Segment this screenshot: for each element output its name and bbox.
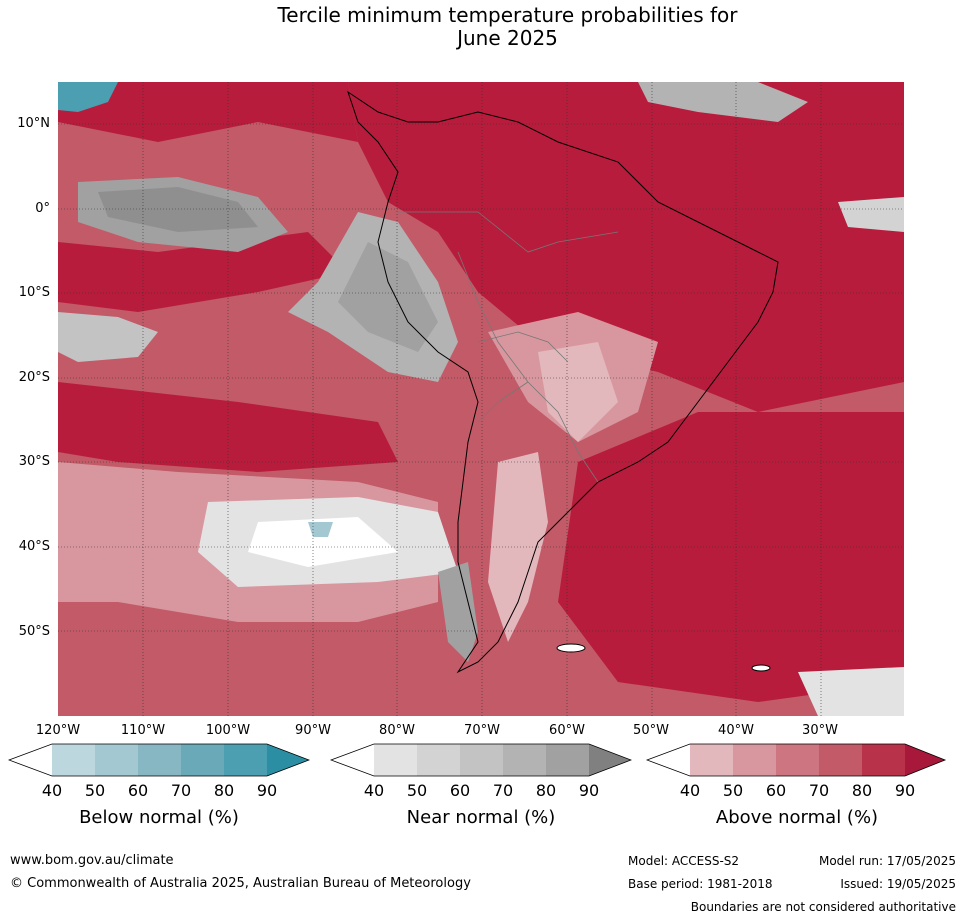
legend-above-tick-60: 60 xyxy=(765,781,787,800)
legend-above-swatch-3 xyxy=(776,744,819,776)
legend-near-swatch-3 xyxy=(460,744,503,776)
legend-above-outline xyxy=(646,743,947,777)
legend-near-tick-40: 40 xyxy=(363,781,385,800)
near-normal-southeast xyxy=(798,667,904,716)
below-normal-south-pacific xyxy=(308,522,333,537)
legend-near-swatch-2 xyxy=(417,744,460,776)
legend-near-swatch-0 xyxy=(331,744,374,776)
legend-near-swatch-6 xyxy=(589,744,631,776)
lon-label-100w: 100°W xyxy=(205,723,251,738)
footer-website: www.bom.gov.au/climate xyxy=(10,853,174,868)
lat-label-30s: 30°S xyxy=(18,454,50,469)
legend-below-outline xyxy=(8,743,310,777)
lat-label-10n: 10°N xyxy=(17,116,50,131)
probability-map xyxy=(58,82,904,716)
legend-below-colorbar xyxy=(8,743,310,777)
near-normal-atlantic xyxy=(838,197,904,232)
legend-near-swatch-1 xyxy=(374,744,417,776)
lon-label-110w: 110°W xyxy=(120,723,166,738)
footer-base-period: Base period: 1981-2018 xyxy=(628,877,773,891)
legend-above-tick-90: 90 xyxy=(894,781,916,800)
near-normal-caribbean xyxy=(638,82,808,122)
legend-near-swatch-5 xyxy=(546,744,589,776)
south-georgia xyxy=(751,664,771,672)
country-borders xyxy=(398,211,619,483)
legend-near-outline xyxy=(330,743,632,777)
falkland-islands xyxy=(556,643,586,653)
legend-above-colorbar xyxy=(646,743,947,777)
lon-label-90w: 90°W xyxy=(295,723,331,738)
legend-above-swatch-5 xyxy=(862,744,905,776)
legend-below-swatch-6 xyxy=(267,744,309,776)
lat-label-0: 0° xyxy=(35,201,50,216)
legend-near-title: Near normal (%) xyxy=(406,807,556,828)
lon-label-60w: 60°W xyxy=(549,723,585,738)
footer-issued: Issued: 19/05/2025 xyxy=(840,877,956,891)
footer-disclaimer: Boundaries are not considered authoritat… xyxy=(690,900,956,914)
neutral-south-pacific xyxy=(248,517,398,567)
legend-below-swatch-0 xyxy=(9,744,52,776)
legend-below-tick-40: 40 xyxy=(41,781,63,800)
legend-above-tick-40: 40 xyxy=(679,781,701,800)
lat-label-20s: 20°S xyxy=(18,370,50,385)
legend-above-tick-80: 80 xyxy=(851,781,873,800)
legend-below-tick-60: 60 xyxy=(127,781,149,800)
lat-label-10s: 10°S xyxy=(18,285,50,300)
legend-below-title: Below normal (%) xyxy=(79,807,239,828)
legend-near-tick-60: 60 xyxy=(449,781,471,800)
legend-above-swatch-4 xyxy=(819,744,862,776)
above-normal-90-west xyxy=(58,232,348,312)
near-normal-equatorial-core xyxy=(98,187,258,232)
legend-near-tick-90: 90 xyxy=(578,781,600,800)
near-normal-southern-chile xyxy=(438,562,478,662)
footer-copyright: © Commonwealth of Australia 2025, Austra… xyxy=(10,876,471,891)
near-normal-peru-core xyxy=(338,242,438,352)
legend-near-tick-50: 50 xyxy=(406,781,428,800)
legend-below-tick-80: 80 xyxy=(213,781,235,800)
legend-below-tick-50: 50 xyxy=(84,781,106,800)
lon-label-50w: 50°W xyxy=(633,723,669,738)
map-title: Tercile minimum temperature probabilitie… xyxy=(0,4,965,50)
legend-near-swatch-4 xyxy=(503,744,546,776)
legend-near-colorbar xyxy=(330,743,632,777)
legend-above-swatch-0 xyxy=(647,744,690,776)
map-canvas xyxy=(58,82,904,716)
title-line-1: Tercile minimum temperature probabilitie… xyxy=(277,3,738,27)
legend-below-tick-70: 70 xyxy=(170,781,192,800)
title-line-2: June 2025 xyxy=(457,26,558,50)
above-normal-90-southatlantic xyxy=(558,412,904,702)
below-normal-patch xyxy=(58,82,118,112)
lon-label-70w: 70°W xyxy=(464,723,500,738)
graticule xyxy=(58,82,904,716)
legend-below-swatch-3 xyxy=(138,744,181,776)
above-normal-90-northwest xyxy=(58,82,358,142)
legend-below-tick-90: 90 xyxy=(256,781,278,800)
legend-below-swatch-1 xyxy=(52,744,95,776)
legend-above-title: Above normal (%) xyxy=(715,807,879,828)
legend-below-swatch-5 xyxy=(224,744,267,776)
legend-below-swatch-2 xyxy=(95,744,138,776)
footer-model-run: Model run: 17/05/2025 xyxy=(818,854,956,868)
legend-below-swatch-4 xyxy=(181,744,224,776)
above-normal-50-interior xyxy=(538,342,618,442)
south-america-coastline xyxy=(347,90,779,674)
near-normal-west xyxy=(58,312,158,362)
lon-label-40w: 40°W xyxy=(718,723,754,738)
lon-label-80w: 80°W xyxy=(379,723,415,738)
legend-above-tick-70: 70 xyxy=(808,781,830,800)
lon-label-120w: 120°W xyxy=(35,723,81,738)
footer-model: Model: ACCESS-S2 xyxy=(628,854,740,868)
legend-above-swatch-6 xyxy=(905,744,945,776)
above-normal-90-north xyxy=(348,82,904,412)
legend-near-tick-80: 80 xyxy=(535,781,557,800)
legend-above-swatch-1 xyxy=(690,744,733,776)
legend-above-swatch-2 xyxy=(733,744,776,776)
legend-near-tick-70: 70 xyxy=(492,781,514,800)
lat-label-50s: 50°S xyxy=(18,624,50,639)
lon-label-30w: 30°W xyxy=(802,723,838,738)
lat-label-40s: 40°S xyxy=(18,539,50,554)
legend-above-tick-50: 50 xyxy=(722,781,744,800)
